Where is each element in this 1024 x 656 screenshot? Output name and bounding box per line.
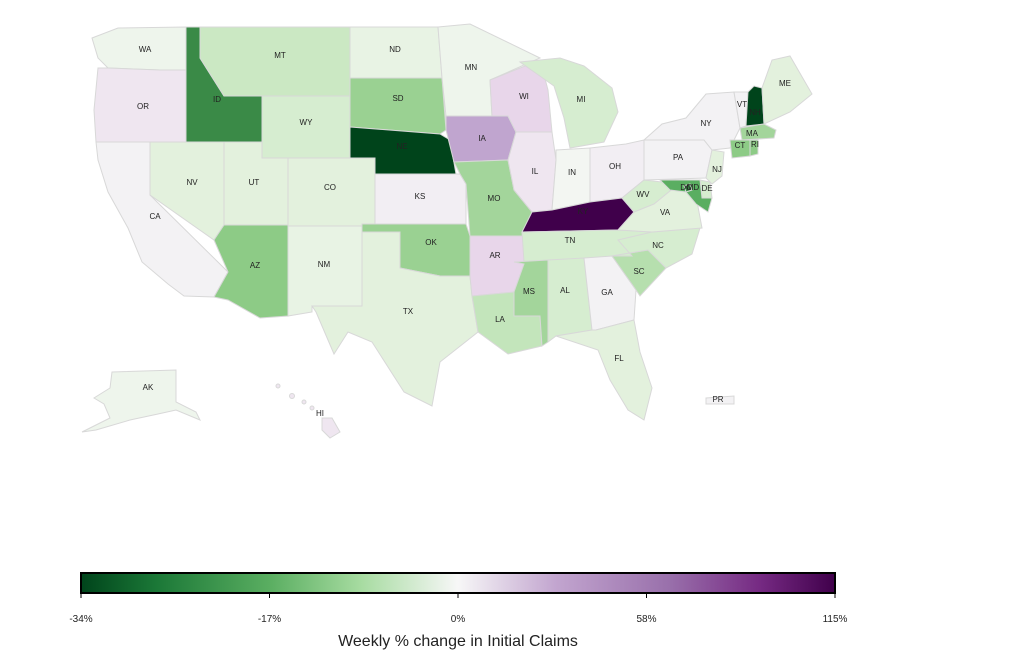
label-wv: WV [637, 190, 651, 199]
label-ca: CA [149, 212, 161, 221]
label-ga: GA [601, 288, 613, 297]
state-labels: WA OR CA ID NV MT WY UT AZ CO NM ND SD N… [137, 45, 791, 418]
state-md[interactable] [658, 179, 713, 213]
label-la: LA [495, 315, 505, 324]
label-wa: WA [139, 45, 152, 54]
state-in[interactable] [551, 147, 591, 211]
label-ks: KS [415, 192, 426, 201]
label-ok: OK [425, 238, 437, 247]
label-md: MD [687, 183, 700, 192]
label-sd: SD [392, 94, 403, 103]
label-tx: TX [403, 307, 414, 316]
label-nh: NH [749, 108, 761, 117]
label-sc: SC [633, 267, 644, 276]
label-id: ID [213, 95, 221, 104]
legend-tick-label: -17% [258, 614, 281, 625]
label-co: CO [324, 183, 336, 192]
state-nj[interactable] [705, 149, 725, 185]
state-nh[interactable] [745, 85, 765, 127]
label-pr: PR [712, 395, 723, 404]
label-ne: NE [396, 142, 407, 151]
state-dc[interactable] [683, 183, 693, 193]
label-mt: MT [274, 51, 286, 60]
states-layer [81, 23, 813, 439]
label-in: IN [568, 168, 576, 177]
label-ar: AR [489, 251, 500, 260]
label-tn: TN [565, 236, 576, 245]
label-wy: WY [300, 118, 314, 127]
label-ut: UT [249, 178, 260, 187]
label-or: OR [137, 102, 149, 111]
legend-tick-label: -34% [69, 614, 92, 625]
state-ri[interactable] [749, 139, 759, 157]
label-pa: PA [673, 153, 684, 162]
label-va: VA [660, 208, 671, 217]
legend-tick-label: 0% [451, 614, 466, 625]
label-ct: CT [735, 141, 746, 150]
legend-title: Weekly % change in Initial Claims [338, 633, 578, 650]
legend-colorbar [80, 572, 836, 594]
label-il: IL [532, 167, 539, 176]
label-ia: IA [478, 134, 486, 143]
label-ma: MA [746, 129, 759, 138]
state-me[interactable] [761, 55, 813, 125]
label-nv: NV [186, 178, 198, 187]
label-ri: RI [751, 140, 759, 149]
label-al: AL [560, 286, 570, 295]
label-me: ME [779, 79, 791, 88]
label-dc: DC [680, 183, 692, 192]
label-fl: FL [614, 354, 624, 363]
state-mt[interactable] [199, 26, 351, 97]
label-nj: NJ [712, 165, 722, 174]
label-oh: OH [609, 162, 621, 171]
label-de: DE [701, 184, 712, 193]
label-ky: KY [578, 207, 589, 216]
label-nd: ND [389, 45, 401, 54]
label-az: AZ [250, 261, 260, 270]
label-wi: WI [519, 92, 529, 101]
state-nm[interactable] [287, 225, 363, 317]
state-sd[interactable] [349, 77, 447, 135]
state-fl[interactable] [555, 319, 653, 421]
label-mn: MN [465, 63, 478, 72]
state-ks[interactable] [374, 173, 467, 225]
label-vt: VT [737, 100, 747, 109]
state-hi[interactable] [321, 417, 341, 439]
label-hi: HI [316, 409, 324, 418]
label-nc: NC [652, 241, 664, 250]
label-ak: AK [143, 383, 154, 392]
label-ny: NY [700, 119, 712, 128]
hawaii-small-islands [275, 383, 315, 411]
state-ma[interactable] [739, 123, 777, 141]
state-pr[interactable] [705, 395, 735, 405]
legend-tick-label: 58% [636, 614, 656, 625]
state-ak[interactable] [81, 369, 202, 433]
legend-tick-label: 115% [823, 614, 848, 625]
state-tx[interactable] [311, 231, 479, 407]
label-ms: MS [523, 287, 535, 296]
label-mi: MI [577, 95, 586, 104]
state-mi[interactable] [518, 57, 619, 149]
color-legend: -34% -17% 0% 58% 115% Weekly % change in Ini… [69, 572, 848, 650]
label-nm: NM [318, 260, 331, 269]
label-mo: MO [488, 194, 501, 203]
legend-ticks: -34% -17% 0% 58% 115% [69, 593, 848, 625]
